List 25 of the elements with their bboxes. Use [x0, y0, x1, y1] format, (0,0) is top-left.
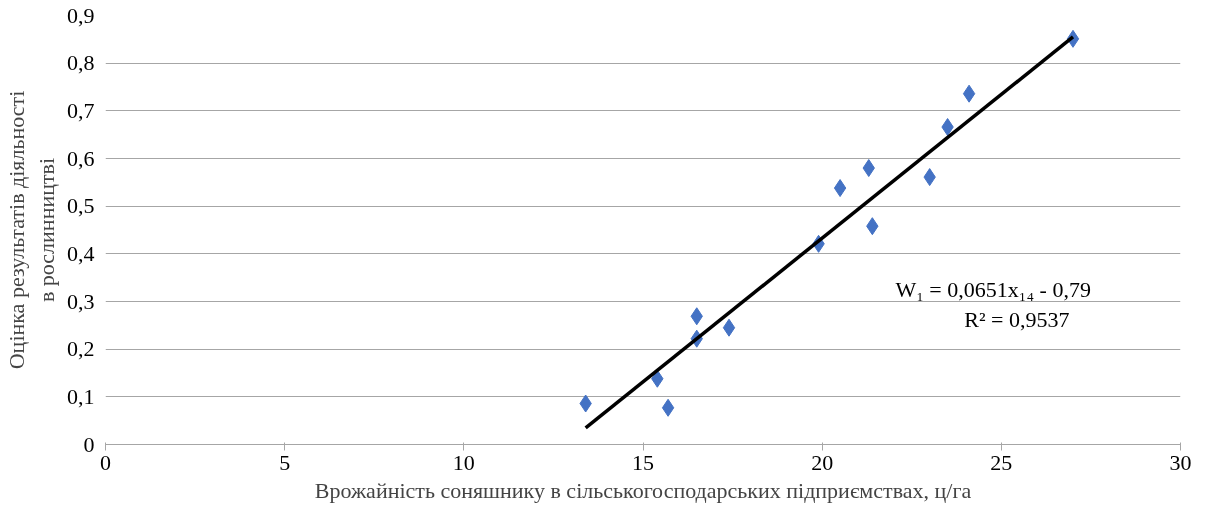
x-tick-label: 10: [452, 449, 475, 475]
y-tick-label: 0,9: [67, 2, 95, 28]
y-tick-label: 0,1: [67, 383, 95, 409]
annotation: W₁ = 0,0651x₁₄ - 0,79: [895, 276, 1091, 302]
y-tick-label: 0,7: [67, 97, 95, 123]
point: [722, 318, 736, 337]
y-tick-label: 0,2: [67, 336, 95, 362]
point: [833, 179, 847, 198]
x-tick-label: 30: [1169, 449, 1192, 475]
x-tick-label: 5: [279, 449, 291, 475]
x-tick-label: 20: [811, 449, 834, 475]
y-tick-label: 0,3: [67, 288, 95, 314]
annotation: R² = 0,9537: [964, 307, 1070, 333]
x-tick-label: 15: [632, 449, 654, 475]
x-axis-title: Врожайність соняшнику в сільськогосподарських підприємствах, ц/га: [314, 477, 972, 503]
y-tick-label: 0,4: [67, 240, 95, 266]
x-tick-label: 25: [990, 449, 1013, 475]
y-axis-title: Оцінка результатів діяльності в рослинництві: [4, 90, 59, 370]
x-tick-label: 0: [100, 449, 111, 475]
point: [962, 84, 976, 103]
y-tick-label: 0,5: [67, 193, 95, 219]
y-tick-label: 0: [83, 431, 95, 457]
y-tick-label: 0,6: [67, 145, 95, 171]
point: [661, 398, 675, 417]
y-tick-label: 0,8: [67, 50, 95, 76]
